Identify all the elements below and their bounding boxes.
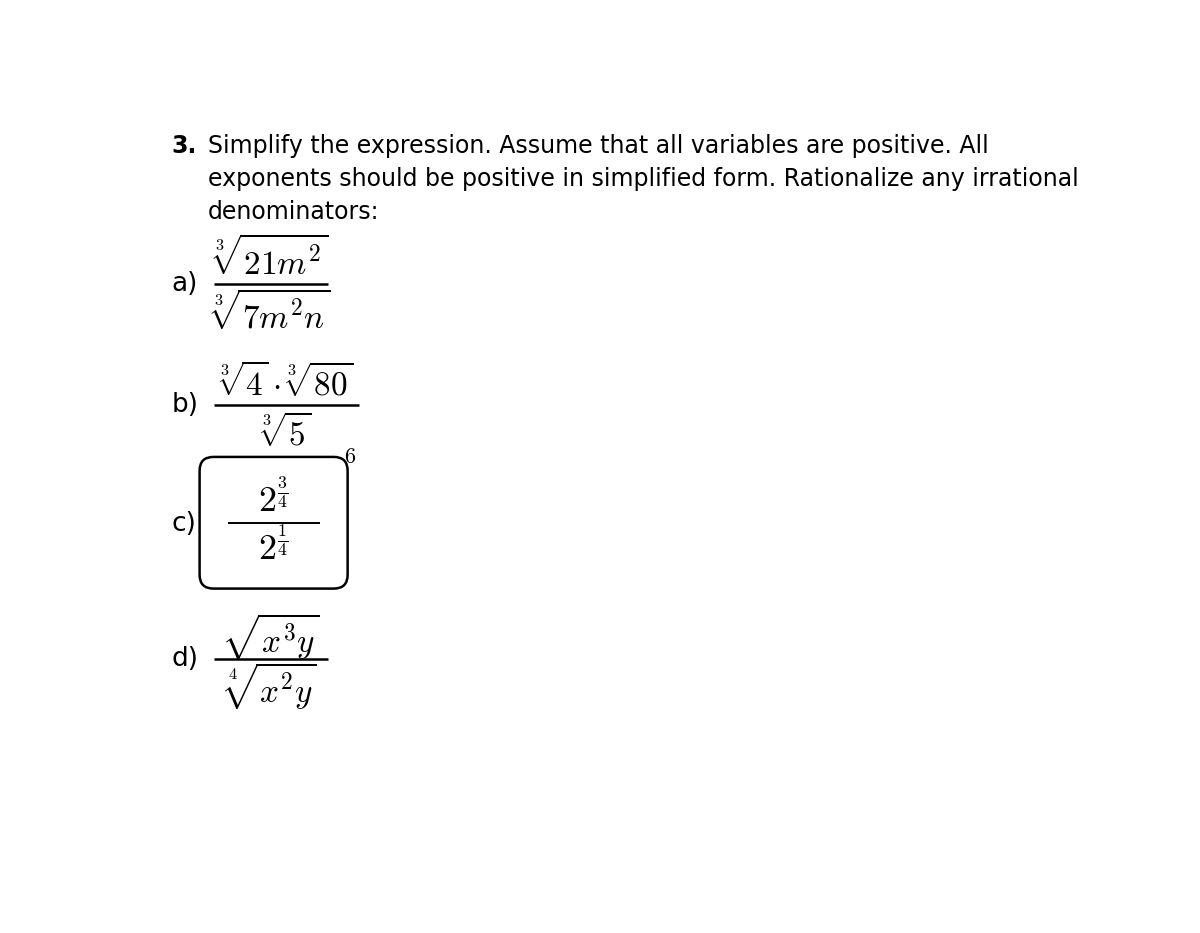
Text: exponents should be positive in simplified form. Rationalize any irrational: exponents should be positive in simplifi… — [208, 167, 1079, 190]
Text: d): d) — [172, 647, 199, 673]
Text: Simplify the expression. Assume that all variables are positive. All: Simplify the expression. Assume that all… — [208, 133, 989, 158]
Text: b): b) — [172, 393, 199, 418]
Text: $6$: $6$ — [343, 447, 356, 466]
Text: $\sqrt{x^3y}$: $\sqrt{x^3y}$ — [221, 611, 319, 661]
Text: 3.: 3. — [172, 133, 197, 158]
Text: c): c) — [172, 511, 197, 536]
Text: $2^{\frac{1}{4}}$: $2^{\frac{1}{4}}$ — [258, 527, 289, 566]
Text: $2^{\frac{3}{4}}$: $2^{\frac{3}{4}}$ — [258, 479, 289, 519]
Text: $\sqrt[3]{5}$: $\sqrt[3]{5}$ — [260, 412, 311, 452]
Text: $\sqrt[3]{4} \cdot \sqrt[3]{80}$: $\sqrt[3]{4} \cdot \sqrt[3]{80}$ — [218, 362, 353, 402]
Text: $\sqrt[3]{21m^2}$: $\sqrt[3]{21m^2}$ — [212, 236, 328, 282]
Text: a): a) — [172, 271, 198, 297]
Text: $\sqrt[3]{7m^2n}$: $\sqrt[3]{7m^2n}$ — [210, 289, 330, 335]
Text: denominators:: denominators: — [208, 200, 379, 224]
Text: $\sqrt[4]{x^2y}$: $\sqrt[4]{x^2y}$ — [223, 661, 317, 712]
